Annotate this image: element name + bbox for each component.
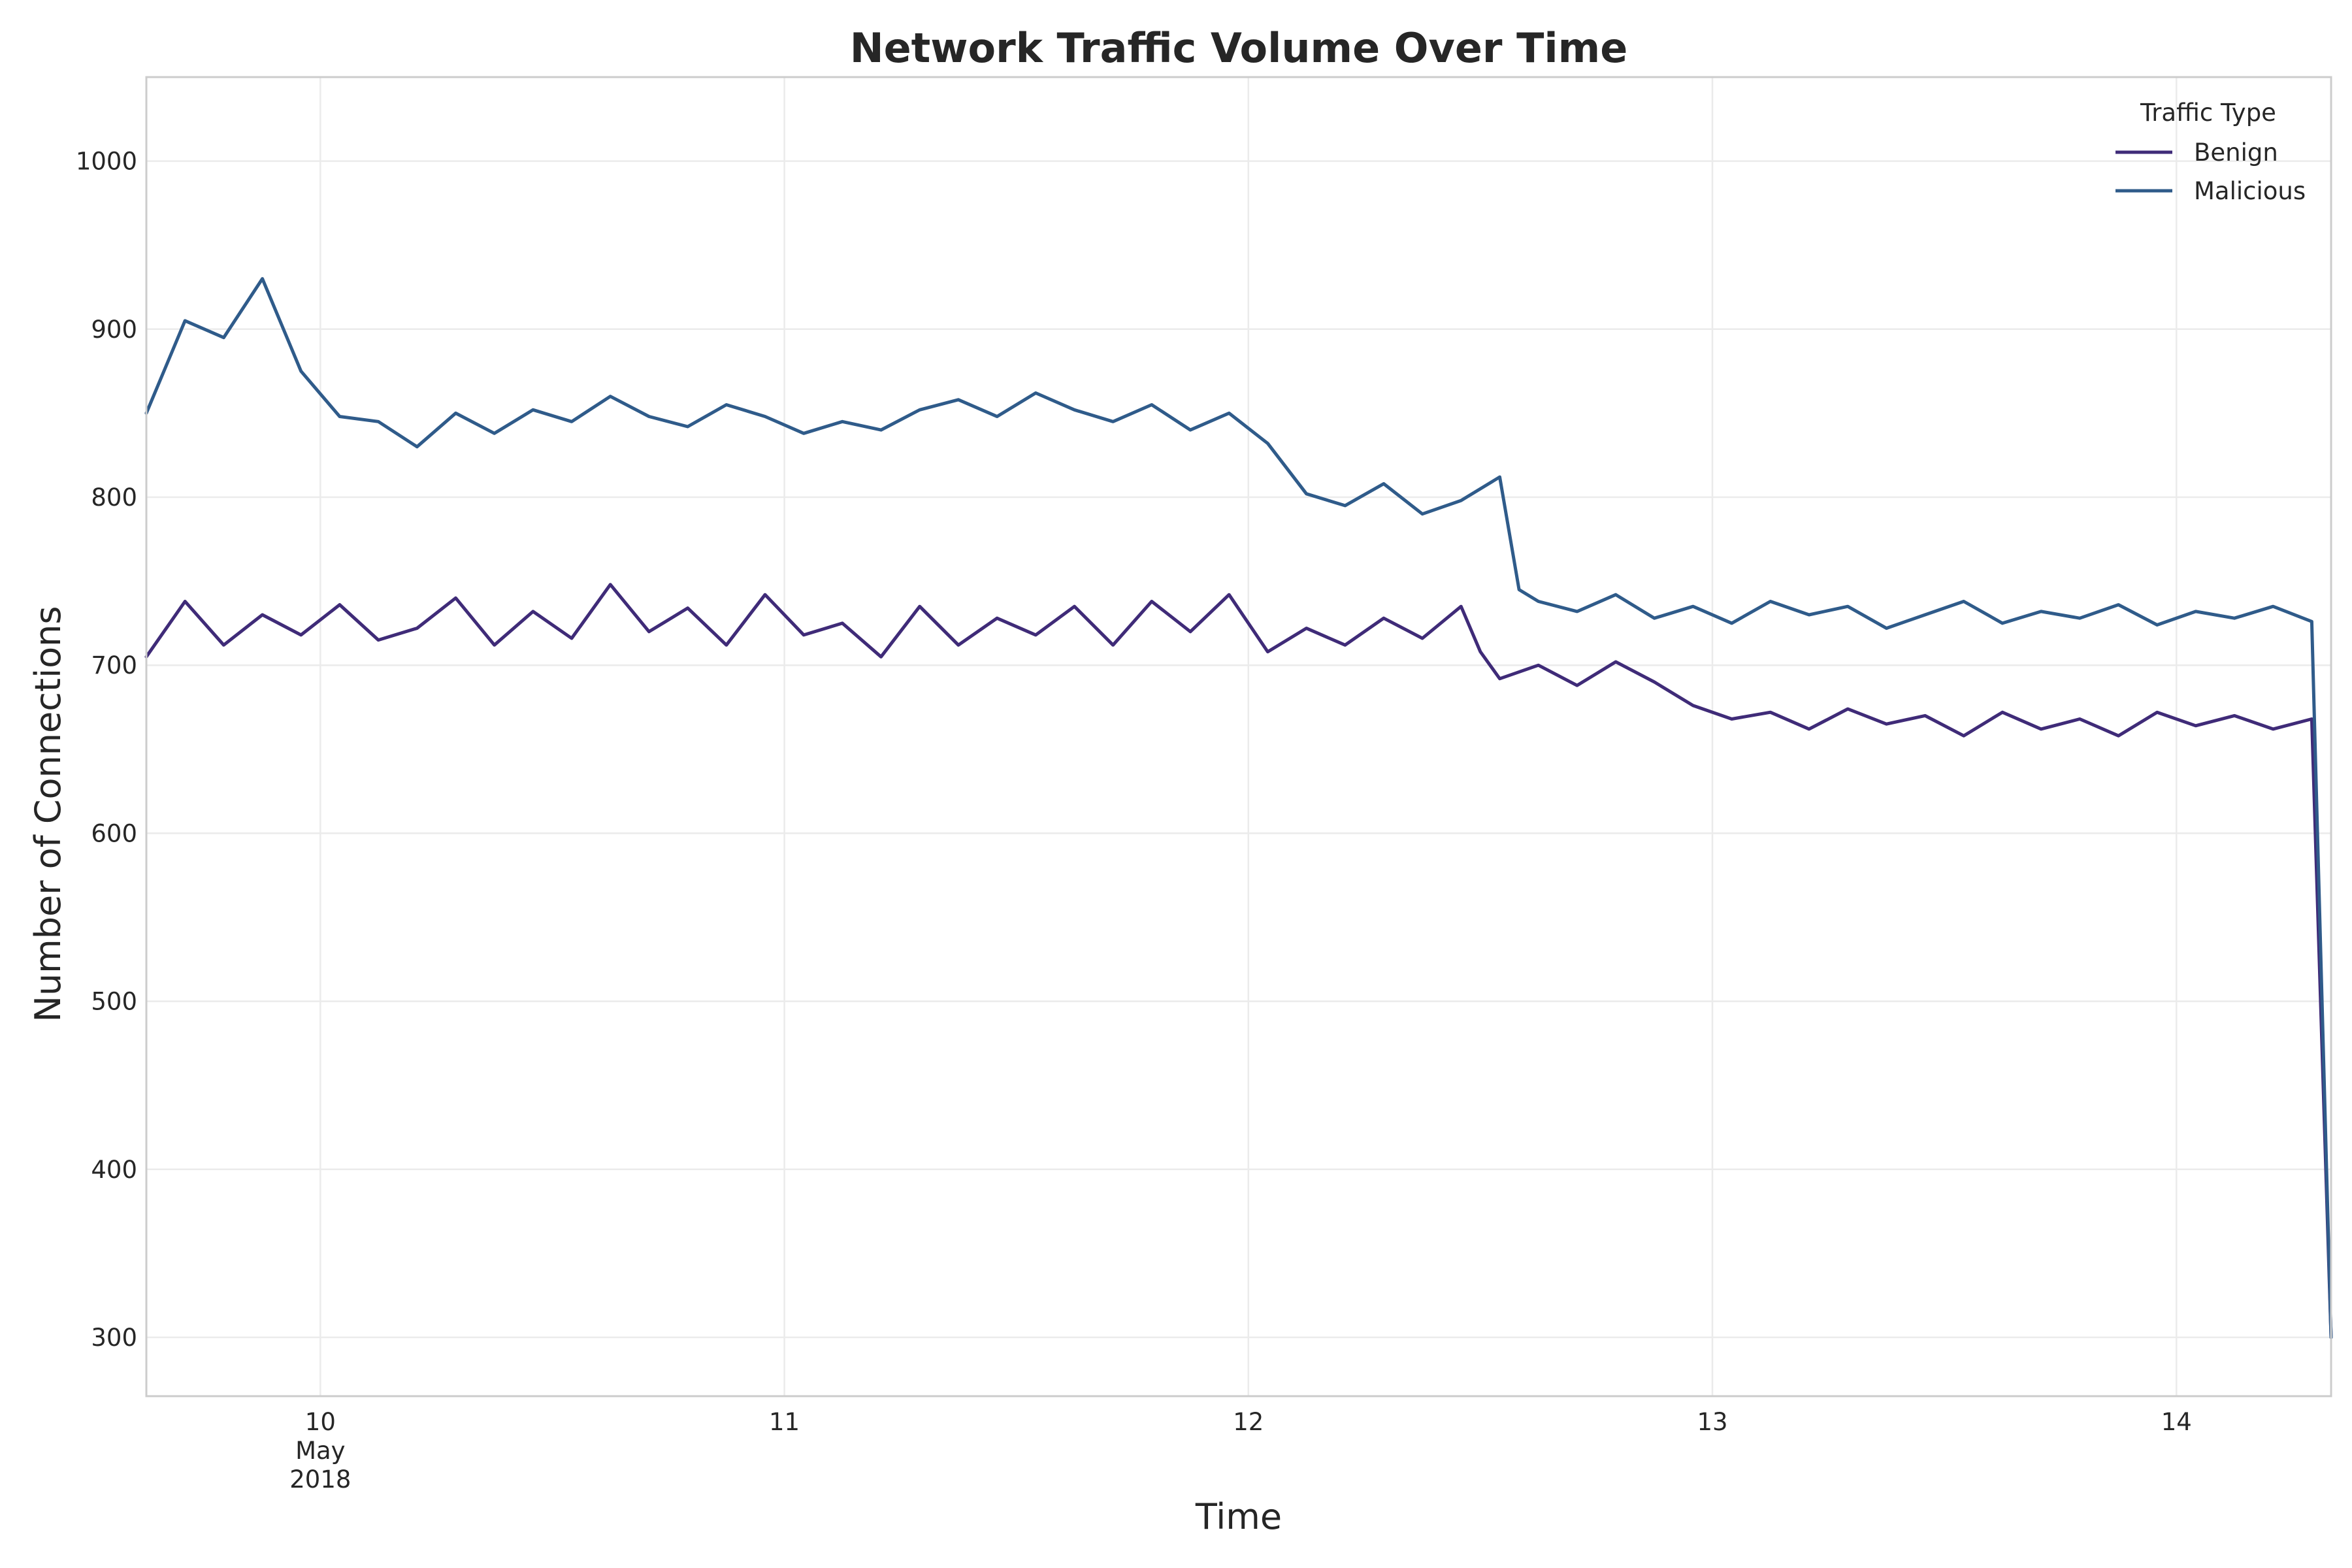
series-line-malicious [144, 277, 2333, 1339]
legend-label-malicious: Malicious [2194, 177, 2306, 205]
y-tick-label: 900 [91, 316, 137, 344]
legend: Traffic Type Benign Malicious [2115, 99, 2306, 205]
x-tick-label: 14 [2161, 1408, 2192, 1436]
x-axis-label: Time [1195, 1496, 1282, 1537]
y-tick-label: 400 [91, 1156, 137, 1184]
x-tick-label: 10 [305, 1408, 336, 1436]
legend-label-benign: Benign [2194, 139, 2278, 167]
legend-title: Traffic Type [2140, 99, 2276, 127]
x-tick-label: 2018 [289, 1465, 351, 1494]
y-tick-label: 700 [91, 651, 137, 679]
x-tick-label: 13 [1697, 1408, 1727, 1436]
grid-lines [146, 77, 2331, 1396]
y-axis-ticks: 300 400 500 600 700 800 900 1000 [76, 148, 137, 1352]
x-tick-label: 12 [1233, 1408, 1264, 1436]
x-tick-label: 11 [769, 1408, 800, 1436]
y-tick-label: 1000 [76, 148, 137, 176]
series-lines [144, 277, 2333, 1339]
series-line-benign [144, 583, 2333, 1339]
y-tick-label: 300 [91, 1324, 137, 1352]
chart-title: Network Traffic Volume Over Time [850, 24, 1628, 72]
plot-frame [145, 76, 2332, 1397]
y-axis-label: Number of Connections [27, 606, 69, 1022]
y-tick-label: 600 [91, 819, 137, 847]
y-tick-label: 800 [91, 483, 137, 512]
y-tick-label: 500 [91, 988, 137, 1016]
x-tick-label: May [295, 1437, 346, 1465]
